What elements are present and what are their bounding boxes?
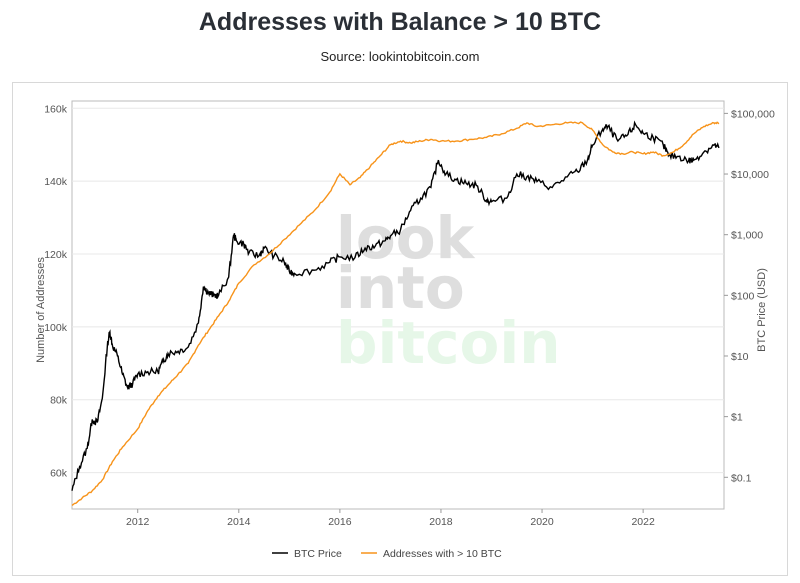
y2-tick-label: $0.1: [731, 472, 752, 484]
y2-tick-label: $1: [731, 412, 743, 424]
legend[interactable]: BTC Price Addresses with > 10 BTC: [272, 548, 502, 560]
x-tick-label: 2018: [429, 516, 453, 528]
y-tick-label: 120k: [44, 249, 68, 261]
chart-svg[interactable]: look into bitcoin 60k 80k 100k 120k 140k 160k…: [13, 83, 787, 575]
y-tick-label: 160k: [44, 103, 68, 115]
y-tick-label: 80k: [50, 395, 68, 407]
series-line-btc-price[interactable]: [71, 120, 720, 491]
x-tick-label: 2016: [328, 516, 352, 528]
plot-area: [71, 120, 720, 506]
y2-tick-label: $10: [731, 351, 749, 363]
y-tick-label: 60k: [50, 468, 68, 480]
watermark-into: into: [336, 254, 465, 322]
chart-title: Addresses with Balance > 10 BTC: [198, 8, 602, 36]
y-tick-label: 140k: [44, 176, 68, 188]
watermark-bitcoin: bitcoin: [336, 309, 561, 377]
grid-lines: [71, 100, 725, 510]
legend-addresses-label[interactable]: Addresses with > 10 BTC: [383, 548, 502, 560]
x-tick-label: 2020: [530, 516, 554, 528]
axes: 60k 80k 100k 120k 140k 160k $0.1 $1 $10 $100 $1,00…: [44, 103, 775, 528]
x-tick-label: 2022: [631, 516, 655, 528]
chart-frame: look into bitcoin 60k 80k 100k 120k 140k 160k…: [12, 82, 788, 576]
legend-price-label[interactable]: BTC Price: [294, 548, 342, 560]
y2-tick-label: $100,000: [731, 108, 775, 120]
y2-axis-label: BTC Price (USD): [756, 268, 768, 352]
chart-source: Source: lookintobitcoin.com: [320, 49, 480, 64]
y-tick-label: 100k: [44, 322, 68, 334]
y-axis-label: Number of Addresses: [35, 257, 47, 363]
y2-tick-label: $10,000: [731, 169, 769, 181]
series-line-addresses[interactable]: [71, 121, 720, 506]
watermark-look: look: [336, 204, 476, 272]
y2-tick-label: $100: [731, 290, 755, 302]
y2-tick-label: $1,000: [731, 230, 763, 242]
x-tick-label: 2014: [227, 516, 251, 528]
watermark: look into bitcoin: [336, 204, 561, 377]
plot-border: [71, 100, 725, 510]
x-tick-label: 2012: [126, 516, 150, 528]
